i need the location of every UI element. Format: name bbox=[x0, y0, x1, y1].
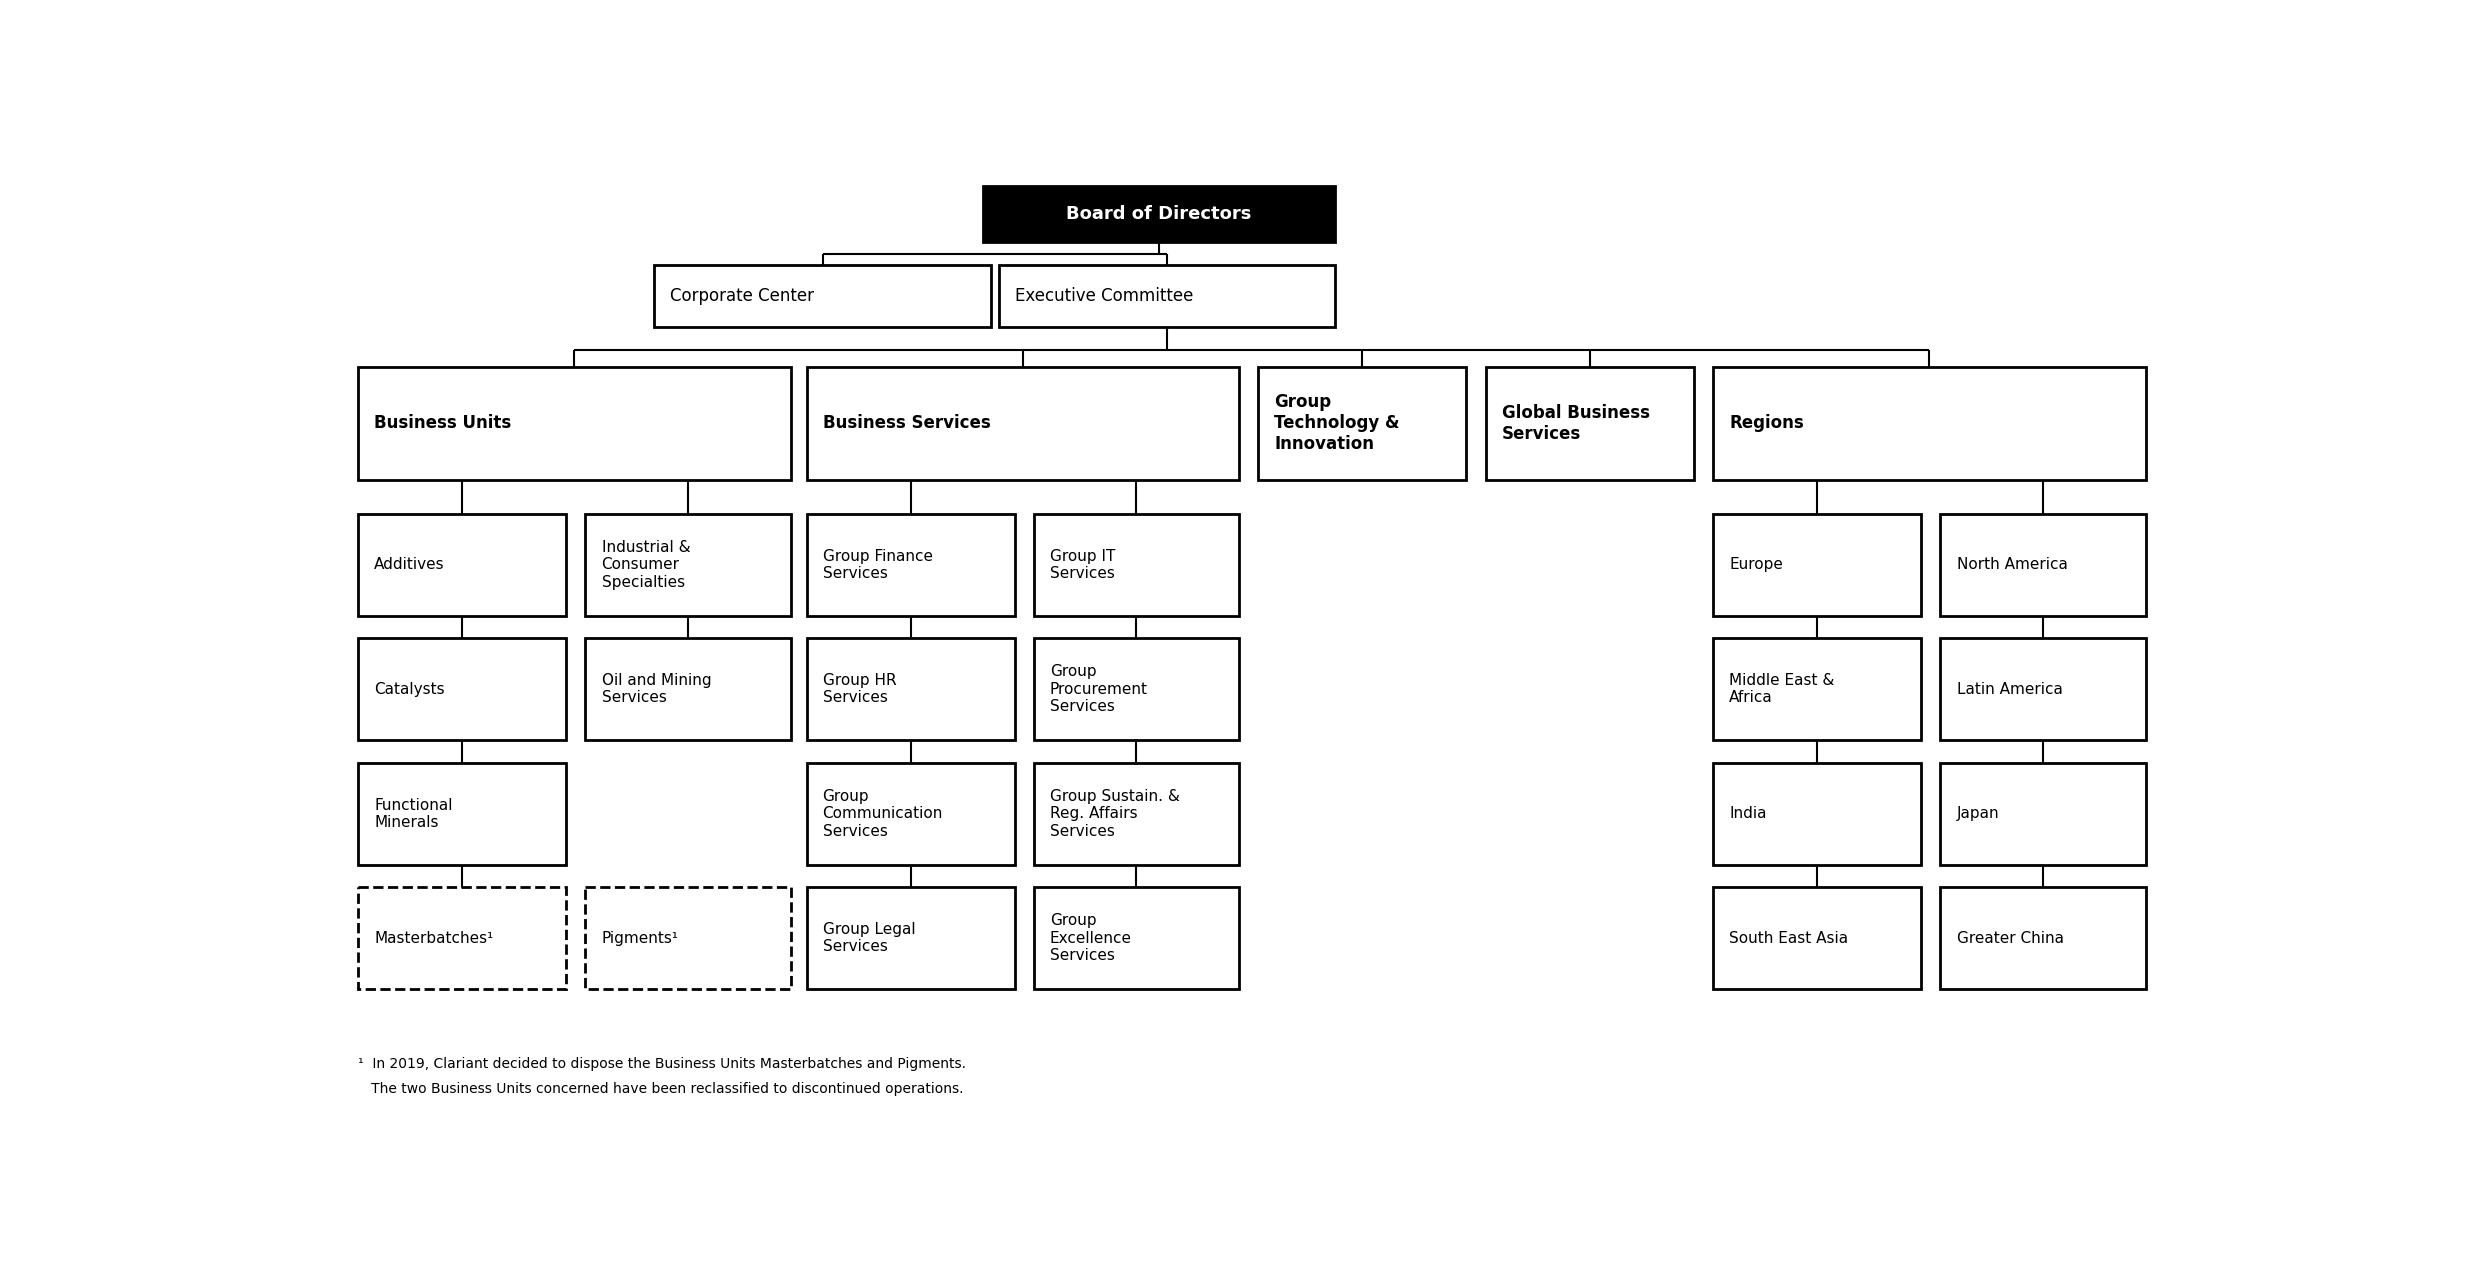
Text: The two Business Units concerned have been reclassified to discontinued operatio: The two Business Units concerned have be… bbox=[357, 1082, 965, 1096]
Bar bbox=[357, 762, 565, 865]
Text: Japan: Japan bbox=[1957, 806, 1999, 822]
Text: ¹  In 2019, Clariant decided to dispose the Business Units Masterbatches and Pig: ¹ In 2019, Clariant decided to dispose t… bbox=[357, 1057, 967, 1071]
Text: Business Units: Business Units bbox=[374, 415, 511, 432]
Bar bbox=[806, 514, 1014, 616]
Bar bbox=[1939, 887, 2145, 990]
Text: Europe: Europe bbox=[1729, 557, 1783, 573]
Text: Masterbatches¹: Masterbatches¹ bbox=[374, 930, 494, 945]
Text: Greater China: Greater China bbox=[1957, 930, 2063, 945]
Text: India: India bbox=[1729, 806, 1766, 822]
Text: Functional
Minerals: Functional Minerals bbox=[374, 798, 451, 830]
Bar bbox=[1034, 887, 1240, 990]
Text: Board of Directors: Board of Directors bbox=[1066, 205, 1252, 222]
Text: Group IT
Services: Group IT Services bbox=[1049, 549, 1116, 581]
Text: Global Business
Services: Global Business Services bbox=[1503, 404, 1649, 442]
Bar bbox=[585, 638, 791, 741]
Bar bbox=[1939, 762, 2145, 865]
Bar bbox=[999, 265, 1334, 327]
Bar bbox=[585, 887, 791, 990]
Bar bbox=[806, 638, 1014, 741]
Text: Group
Excellence
Services: Group Excellence Services bbox=[1049, 914, 1131, 963]
Bar bbox=[655, 265, 990, 327]
Text: Corporate Center: Corporate Center bbox=[670, 287, 813, 305]
Bar bbox=[1486, 367, 1694, 480]
Text: Catalysts: Catalysts bbox=[374, 681, 444, 696]
Text: Group
Technology &
Innovation: Group Technology & Innovation bbox=[1275, 393, 1399, 453]
Bar bbox=[806, 367, 1240, 480]
Text: Business Services: Business Services bbox=[823, 415, 990, 432]
Bar bbox=[357, 638, 565, 741]
Bar bbox=[1034, 514, 1240, 616]
Bar bbox=[357, 887, 565, 990]
Text: South East Asia: South East Asia bbox=[1729, 930, 1848, 945]
Bar bbox=[1257, 367, 1466, 480]
Bar bbox=[1034, 638, 1240, 741]
Bar bbox=[982, 186, 1334, 243]
Bar bbox=[1714, 367, 2145, 480]
Bar bbox=[357, 514, 565, 616]
Bar bbox=[806, 887, 1014, 990]
Text: Pigments¹: Pigments¹ bbox=[603, 930, 680, 945]
Bar bbox=[1939, 638, 2145, 741]
Text: Group
Procurement
Services: Group Procurement Services bbox=[1049, 665, 1148, 714]
Text: Executive Committee: Executive Committee bbox=[1014, 287, 1193, 305]
Text: Group
Communication
Services: Group Communication Services bbox=[823, 789, 942, 838]
Text: Middle East &
Africa: Middle East & Africa bbox=[1729, 672, 1835, 705]
Text: Industrial &
Consumer
Specialties: Industrial & Consumer Specialties bbox=[603, 540, 689, 590]
Text: Oil and Mining
Services: Oil and Mining Services bbox=[603, 672, 712, 705]
Text: Additives: Additives bbox=[374, 557, 444, 573]
Text: Group Legal
Services: Group Legal Services bbox=[823, 921, 915, 954]
Bar bbox=[1939, 514, 2145, 616]
Bar bbox=[1714, 762, 1922, 865]
Bar bbox=[1034, 762, 1240, 865]
Text: Group Finance
Services: Group Finance Services bbox=[823, 549, 932, 581]
Text: Regions: Regions bbox=[1729, 415, 1803, 432]
Bar bbox=[585, 514, 791, 616]
Text: Latin America: Latin America bbox=[1957, 681, 2063, 696]
Bar bbox=[1714, 514, 1922, 616]
Bar bbox=[357, 367, 791, 480]
Bar bbox=[806, 762, 1014, 865]
Text: Group HR
Services: Group HR Services bbox=[823, 672, 895, 705]
Text: Group Sustain. &
Reg. Affairs
Services: Group Sustain. & Reg. Affairs Services bbox=[1049, 789, 1180, 838]
Text: North America: North America bbox=[1957, 557, 2068, 573]
Bar bbox=[1714, 638, 1922, 741]
Bar bbox=[1714, 887, 1922, 990]
